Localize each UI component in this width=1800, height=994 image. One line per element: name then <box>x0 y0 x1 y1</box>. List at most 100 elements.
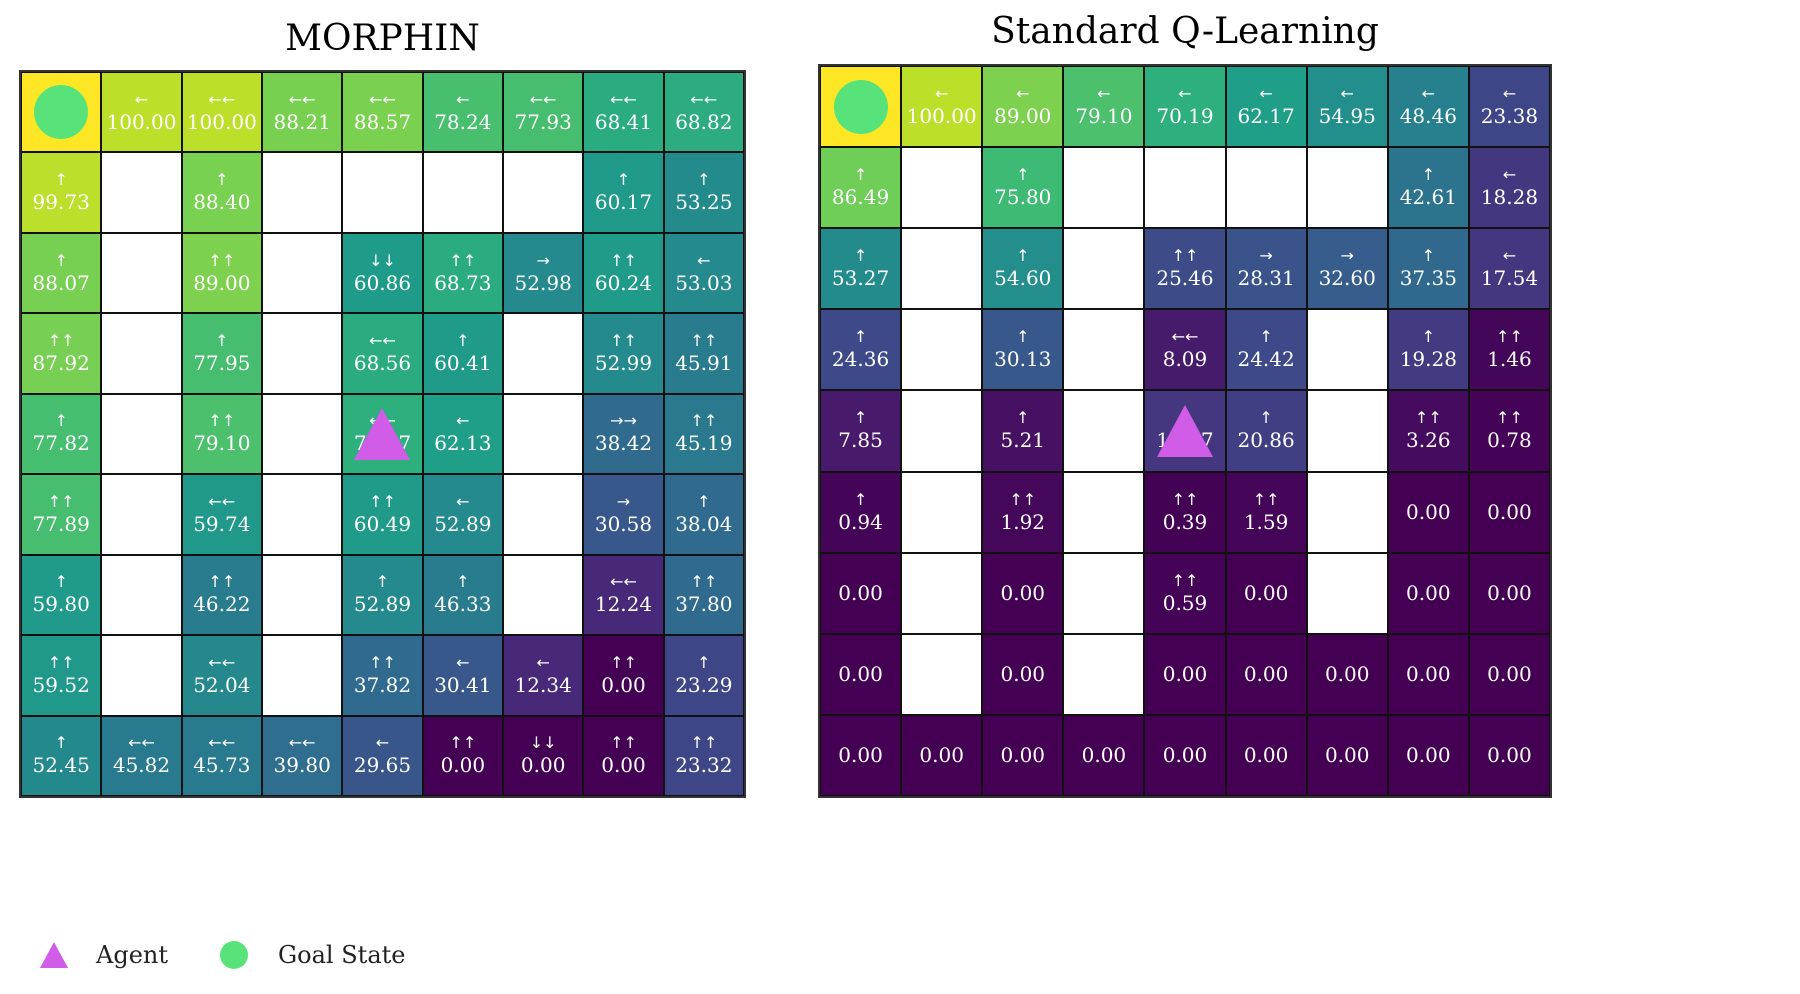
agent-icon <box>40 942 68 968</box>
state-value-label: 0.00 <box>1243 661 1289 686</box>
state-cell: 0.00 <box>1306 633 1388 715</box>
state-cell: 0.00 <box>1063 714 1145 796</box>
wall-cell <box>101 554 182 636</box>
policy-arrows: ←← <box>1171 327 1199 347</box>
state-cell: ←← 59.74 <box>181 474 262 555</box>
policy-arrows: → <box>616 491 631 511</box>
wall-cell <box>901 228 983 310</box>
state-cell: ↑ 88.40 <box>181 152 262 233</box>
policy-arrows: ↑ <box>1259 408 1273 428</box>
state-value-label: 88.21 <box>273 109 331 134</box>
policy-arrows: ↑↑ <box>47 331 75 351</box>
policy-arrows: ↑↑ <box>690 411 718 431</box>
state-value-label: 0.00 <box>601 753 646 778</box>
state-cell: ↑↑ 45.19 <box>663 393 744 475</box>
state-value-label: 60.41 <box>434 351 492 376</box>
state-value-label: 54.95 <box>1318 104 1376 129</box>
morphin-title: MORPHIN <box>285 18 480 59</box>
policy-arrows: ← <box>456 652 470 672</box>
policy-arrows: ↑↑ <box>610 331 637 351</box>
state-cell: ↑ 60.41 <box>422 313 503 394</box>
state-cell: 0.00 <box>1306 714 1388 796</box>
wall-cell <box>262 313 343 394</box>
state-value-label: 60.49 <box>353 511 412 536</box>
policy-arrows: → <box>1340 246 1354 266</box>
state-cell: ←← 8.09 <box>1144 309 1226 391</box>
state-cell: ↑↑ 79.10 <box>181 393 262 475</box>
policy-arrows: ↑↑ <box>1496 327 1523 347</box>
state-value-label: 0.00 <box>1000 661 1046 686</box>
state-value-label: 0.00 <box>1487 661 1532 686</box>
state-value-label: 0.00 <box>1406 499 1451 524</box>
wall-cell <box>262 554 343 636</box>
state-cell: ↑↑ 52.99 <box>583 313 664 394</box>
policy-arrows: ← <box>1178 84 1192 104</box>
state-value-label: 1.92 <box>1000 509 1046 534</box>
policy-arrows: ↑↑ <box>47 491 75 511</box>
state-cell: 0.00 <box>1468 471 1550 553</box>
state-value-label: 37.82 <box>353 672 412 697</box>
policy-arrows: ↓↓ <box>369 250 396 270</box>
state-cell: ↑↑ 23.32 <box>663 715 744 796</box>
wall-cell <box>101 232 182 314</box>
state-value-label: 25.46 <box>1156 266 1214 291</box>
state-cell: 0.00 <box>1144 633 1226 715</box>
policy-arrows: ↑ <box>456 331 470 351</box>
state-value-label: 0.00 <box>1406 580 1451 605</box>
state-cell: ↑↑ 68.73 <box>422 232 503 314</box>
state-cell: 0.00 <box>1468 714 1550 796</box>
state-value-label: 48.46 <box>1399 104 1457 129</box>
state-value-label: 59.74 <box>193 511 251 536</box>
state-value-label: 3.26 <box>1406 428 1451 453</box>
state-cell: ←← 88.21 <box>262 72 343 153</box>
agent-icon <box>1156 404 1213 457</box>
state-cell: ← 53.03 <box>663 232 744 314</box>
state-value-label: 28.31 <box>1237 266 1295 291</box>
legend-item-agent: Agent <box>40 941 168 969</box>
state-value-label: 37.80 <box>675 592 733 617</box>
state-cell: ↑ 52.45 <box>21 715 102 796</box>
state-cell: → 30.58 <box>583 474 664 555</box>
state-cell: ↑↑ 60.24 <box>583 232 664 314</box>
state-value-label: 70.19 <box>1156 104 1214 129</box>
state-cell: ←← 39.80 <box>262 715 343 796</box>
policy-arrows: ↑ <box>215 331 229 351</box>
qlearning-grid: ← 100.00 ← 89.00 ← 79.10 ← 70.19 ← 62.17 ← 54.95 ← 48… <box>818 64 1552 798</box>
state-cell: ←← 70.17 <box>342 393 423 475</box>
policy-arrows: ← <box>1502 84 1517 104</box>
state-value-label: 54.60 <box>994 266 1052 291</box>
state-value-label: 0.00 <box>1406 742 1451 767</box>
state-value-label: 88.40 <box>193 190 251 215</box>
policy-arrows: ↑ <box>54 733 68 753</box>
state-cell: ←← 68.56 <box>342 313 423 394</box>
state-cell: 0.00 <box>1387 633 1469 715</box>
goal-cell <box>820 66 902 148</box>
state-value-label: 52.99 <box>594 351 653 376</box>
state-cell: ← 89.00 <box>982 66 1064 148</box>
state-cell: ↑ 24.42 <box>1225 309 1307 391</box>
policy-arrows: ↑↑ <box>208 250 236 270</box>
state-cell: ↑ 37.35 <box>1387 228 1469 310</box>
wall-cell <box>101 474 182 555</box>
wall-cell <box>901 471 983 553</box>
state-value-label: 45.19 <box>675 431 733 456</box>
state-value-label: 68.82 <box>675 109 733 134</box>
state-value-label: 19.28 <box>1399 347 1457 372</box>
policy-arrows: ←← <box>208 89 236 109</box>
state-value-label: 8.09 <box>1162 347 1208 372</box>
policy-arrows: ↑↑ <box>449 250 477 270</box>
state-value-label: 60.24 <box>594 270 653 295</box>
state-cell: ↑↑ 1.46 <box>1468 309 1550 391</box>
state-cell: ↑ 54.60 <box>982 228 1064 310</box>
state-cell: ↑ 7.85 <box>820 390 902 472</box>
state-value-label: 32.60 <box>1318 266 1376 291</box>
state-value-label: 77.82 <box>32 431 90 456</box>
policy-arrows: ↑ <box>853 165 868 185</box>
state-value-label: 79.10 <box>1075 104 1133 129</box>
wall-cell <box>503 554 584 636</box>
state-cell: 0.00 <box>1468 633 1550 715</box>
state-cell: ← 62.17 <box>1225 66 1307 148</box>
state-cell: ←← 52.04 <box>181 635 262 716</box>
policy-arrows: ← <box>1259 84 1273 104</box>
policy-arrows: ↓↓ <box>529 733 557 753</box>
